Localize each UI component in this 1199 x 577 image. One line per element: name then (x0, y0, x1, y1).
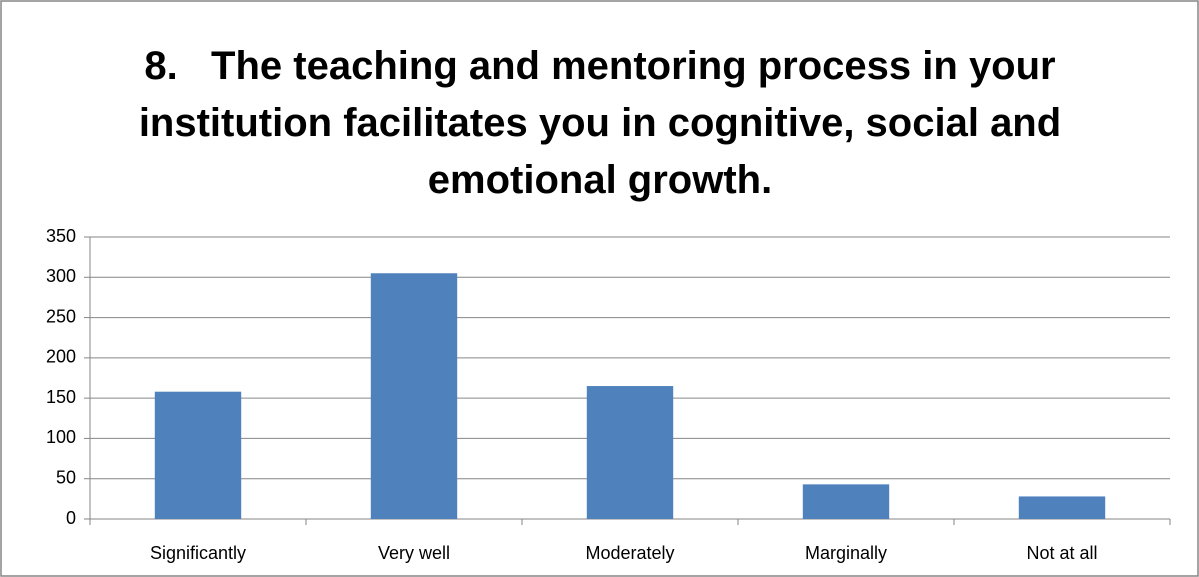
x-tick-label: Marginally (805, 543, 887, 563)
bar (154, 391, 242, 519)
y-tick-label: 200 (46, 347, 76, 367)
bar (370, 273, 458, 519)
y-tick-label: 350 (46, 226, 76, 246)
chart-title: 8. The teaching and mentoring process in… (138, 44, 1073, 202)
x-tick-label: Moderately (585, 543, 674, 563)
bar (586, 386, 674, 519)
x-tick-label: Not at all (1026, 543, 1097, 563)
y-tick-label: 0 (66, 508, 76, 528)
y-tick-label: 50 (56, 467, 76, 487)
x-tick-label: Significantly (150, 543, 246, 563)
bar (802, 484, 890, 519)
bar (1018, 496, 1106, 519)
y-tick-label: 150 (46, 387, 76, 407)
x-tick-label: Very well (378, 543, 450, 563)
y-tick-label: 300 (46, 266, 76, 286)
y-tick-label: 100 (46, 427, 76, 447)
y-tick-label: 250 (46, 306, 76, 326)
